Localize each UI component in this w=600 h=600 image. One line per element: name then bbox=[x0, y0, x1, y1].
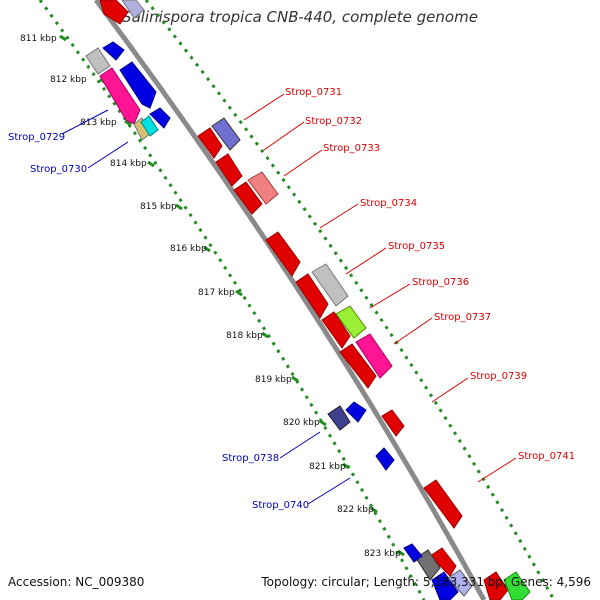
gene-feature bbox=[431, 571, 459, 600]
gene-feature bbox=[99, 0, 129, 25]
gene-feature bbox=[415, 549, 441, 581]
gene-label: Strop_0739 bbox=[470, 371, 527, 382]
map-title: Salinispora tropica CNB-440, complete ge… bbox=[122, 8, 478, 26]
gene-feature bbox=[375, 447, 395, 471]
gene-feature bbox=[197, 127, 223, 159]
tick-label: 814 kbp bbox=[110, 159, 147, 169]
tick-labels: 811 kbp 812 kbp 813 kbp 814 kbp 815 kbp … bbox=[20, 34, 401, 559]
reverse-leader-lines bbox=[61, 109, 351, 505]
gene-feature bbox=[483, 571, 509, 600]
gene-feature bbox=[149, 107, 171, 129]
gene-label: Strop_0733 bbox=[323, 143, 380, 154]
gene-label: Strop_0730 bbox=[30, 164, 87, 175]
gene-feature bbox=[233, 181, 263, 215]
gene-label: Strop_0738 bbox=[222, 453, 279, 464]
gene-features bbox=[85, 0, 531, 600]
gene-feature bbox=[140, 115, 159, 137]
gene-feature bbox=[321, 311, 351, 349]
gene-feature bbox=[215, 153, 243, 187]
tick-label: 811 kbp bbox=[20, 34, 57, 44]
reverse-gene-labels: Strop_0729 Strop_0730 Strop_0738 Strop_0… bbox=[8, 132, 309, 511]
gene-feature bbox=[339, 343, 377, 389]
tick-label: 816 kbp bbox=[170, 244, 207, 254]
gene-feature bbox=[295, 273, 329, 319]
gene-label: Strop_0731 bbox=[285, 87, 342, 98]
tick-label: 822 kbp bbox=[337, 505, 374, 515]
gene-feature bbox=[447, 569, 473, 597]
gene-label: Strop_0732 bbox=[305, 116, 362, 127]
gene-label: Strop_0741 bbox=[518, 451, 575, 462]
tick-label: 812 kbp bbox=[50, 75, 87, 85]
gene-feature bbox=[211, 117, 241, 151]
outer-right-dotted-track bbox=[144, 0, 556, 600]
gene-feature bbox=[102, 41, 125, 61]
forward-gene-labels: Strop_0731 Strop_0732 Strop_0733 Strop_0… bbox=[285, 87, 575, 462]
gene-feature bbox=[311, 263, 349, 307]
tick-label: 817 kbp bbox=[198, 288, 235, 298]
tick-label: 820 kbp bbox=[283, 418, 320, 428]
gene-label: Strop_0735 bbox=[388, 241, 445, 252]
gene-feature bbox=[99, 67, 141, 125]
gene-feature bbox=[335, 305, 367, 339]
gene-feature bbox=[327, 405, 351, 431]
tick-label: 819 kbp bbox=[255, 375, 292, 385]
gene-label: Strop_0736 bbox=[412, 277, 469, 288]
gene-label: Strop_0729 bbox=[8, 132, 65, 143]
gene-feature bbox=[85, 47, 111, 75]
gene-feature bbox=[265, 231, 301, 277]
forward-leader-lines bbox=[243, 93, 517, 483]
gene-feature bbox=[345, 401, 367, 423]
accession-text: Accession: NC_009380 bbox=[8, 575, 145, 589]
gene-label: Strop_0737 bbox=[434, 312, 491, 323]
genome-backbone bbox=[93, 0, 487, 600]
gene-label: Strop_0740 bbox=[252, 500, 309, 511]
genome-summary-text: Topology: circular; Length: 5,183,331 bp… bbox=[261, 575, 591, 589]
gene-feature bbox=[121, 0, 145, 19]
tick-label: 821 kbp bbox=[309, 462, 346, 472]
gene-feature bbox=[429, 547, 457, 577]
gene-feature bbox=[119, 61, 157, 109]
tick-label: 813 kbp bbox=[80, 118, 117, 128]
tick-label: 818 kbp bbox=[226, 331, 263, 341]
gene-feature bbox=[381, 409, 405, 437]
tick-label: 823 kbp bbox=[364, 549, 401, 559]
gene-feature bbox=[247, 171, 279, 205]
gene-feature bbox=[423, 479, 463, 529]
gene-feature bbox=[403, 543, 423, 563]
gene-feature bbox=[503, 571, 531, 600]
tick-label: 815 kbp bbox=[140, 202, 177, 212]
gene-feature bbox=[355, 333, 393, 379]
gene-label: Strop_0734 bbox=[360, 198, 417, 209]
